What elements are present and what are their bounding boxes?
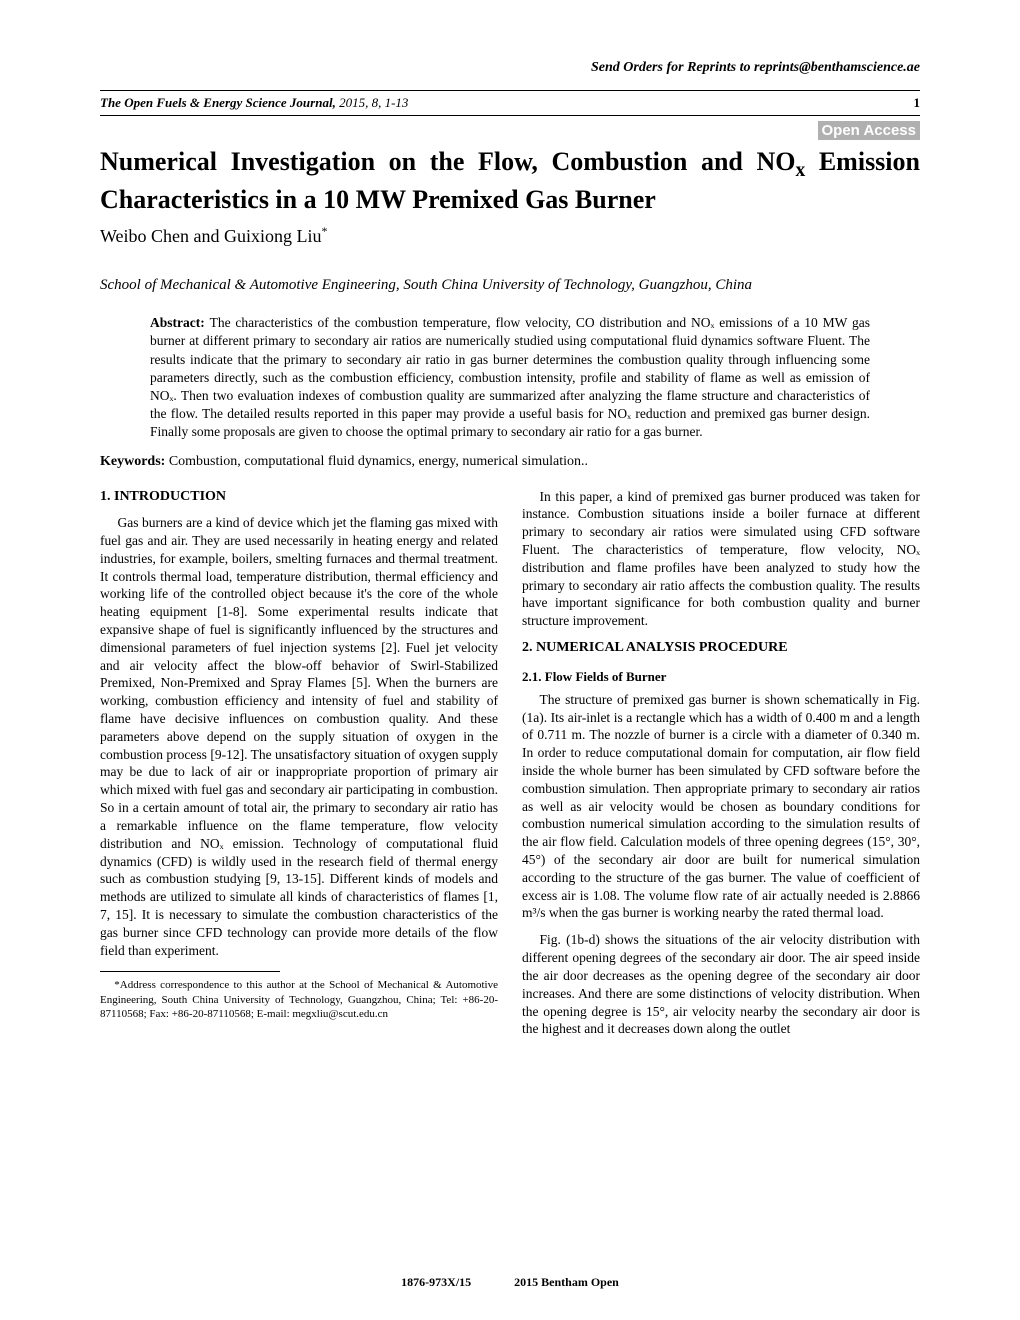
- reprints-notice: Send Orders for Reprints to reprints@ben…: [100, 60, 920, 76]
- article-title: Numerical Investigation on the Flow, Com…: [100, 146, 920, 216]
- footer-publisher: 2015 Bentham Open: [514, 1275, 619, 1289]
- abstract: Abstract: The characteristics of the com…: [150, 314, 870, 442]
- footer-issn: 1876-973X/15: [401, 1275, 471, 1289]
- page-number: 1: [914, 95, 921, 111]
- journal-volpages: 2015, 8, 1-13: [336, 95, 409, 110]
- authors: Weibo Chen and Guixiong Liu*: [100, 224, 920, 247]
- mid-rule: [100, 115, 920, 116]
- footnote-rule: [100, 971, 280, 972]
- abstract-label: Abstract:: [150, 315, 210, 330]
- affiliation: School of Mechanical & Automotive Engine…: [100, 277, 920, 294]
- section-2-heading: 2. NUMERICAL ANALYSIS PROCEDURE: [522, 639, 920, 657]
- section-1-heading: 1. INTRODUCTION: [100, 488, 498, 506]
- open-access-badge: Open Access: [100, 122, 920, 140]
- keywords: Keywords: Combustion, computational flui…: [100, 454, 920, 470]
- section-2-para-1: The structure of premixed gas burner is …: [522, 691, 920, 923]
- keywords-text: Combustion, computational fluid dynamics…: [169, 454, 588, 469]
- journal-header: The Open Fuels & Energy Science Journal,…: [100, 95, 920, 111]
- section-1-para-2: In this paper, a kind of premixed gas bu…: [522, 488, 920, 631]
- top-rule: [100, 90, 920, 91]
- section-2-1-heading: 2.1. Flow Fields of Burner: [522, 668, 920, 685]
- keywords-label: Keywords:: [100, 454, 169, 469]
- correspondence: *Address correspondence to this author a…: [100, 978, 498, 1021]
- page-footer: 1876-973X/15 2015 Bentham Open: [0, 1275, 1020, 1290]
- body-columns: 1. INTRODUCTION Gas burners are a kind o…: [100, 488, 920, 1039]
- section-2-para-2: Fig. (1b-d) shows the situations of the …: [522, 931, 920, 1038]
- journal-name: The Open Fuels & Energy Science Journal,: [100, 95, 336, 110]
- abstract-text: The characteristics of the combustion te…: [150, 315, 870, 439]
- section-1-para-1: Gas burners are a kind of device which j…: [100, 514, 498, 959]
